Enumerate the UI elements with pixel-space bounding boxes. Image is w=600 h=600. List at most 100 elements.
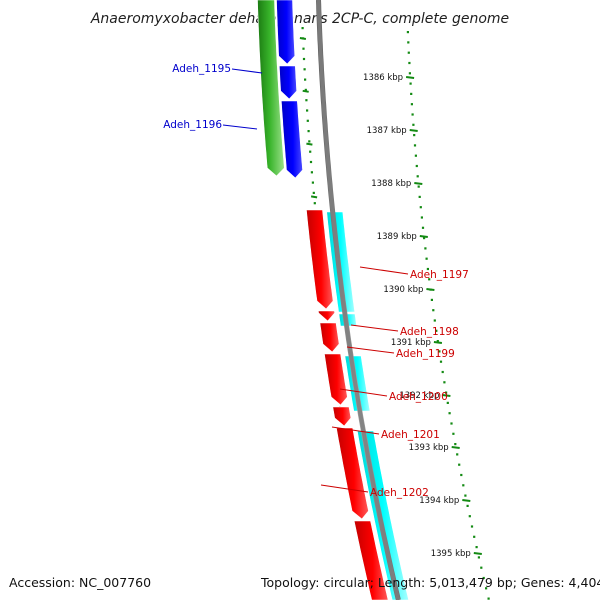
outer-dot	[309, 150, 312, 153]
gene-label[interactable]: Adeh_1202	[370, 487, 429, 499]
gene-label-leader	[346, 346, 395, 354]
gene-label[interactable]: Adeh_1195	[172, 63, 231, 75]
inner-dot	[435, 329, 438, 332]
scale-tick-mark	[405, 76, 415, 79]
inner-dot	[413, 144, 417, 147]
inner-dot	[485, 587, 488, 590]
gene-label[interactable]: Adeh_1197	[410, 269, 469, 281]
outer-dot	[305, 99, 308, 102]
inner-dot	[413, 134, 416, 137]
inner-dot	[424, 247, 427, 250]
scale-tick-mark	[462, 499, 471, 502]
inner-dot	[412, 123, 415, 126]
scale-tick-label: 1395 kbp	[431, 549, 471, 559]
gene-label[interactable]: Adeh_1196	[163, 119, 222, 131]
scale-tick-label: 1391 kbp	[391, 338, 431, 348]
scale-tick-mark	[419, 235, 428, 238]
genome-backbone-core	[316, 0, 401, 600]
outer-tick-mark	[310, 195, 318, 199]
inner-dot	[411, 113, 414, 116]
outer-dot	[303, 68, 306, 71]
forward-cds-block	[280, 100, 303, 179]
gene-label-leader	[231, 68, 263, 74]
scale-tick-mark	[451, 446, 460, 449]
reverse-cds-block	[332, 406, 352, 427]
gene-label[interactable]: Adeh_1199	[396, 348, 455, 360]
gene-label-leader	[339, 388, 388, 397]
inner-dot	[477, 556, 480, 559]
inner-dot	[441, 370, 444, 374]
gene-label[interactable]: Adeh_1200	[389, 391, 448, 403]
map-title: Anaeromyxobacter dehalogenans 2CP-C, com…	[90, 11, 509, 27]
inner-dot	[410, 92, 413, 95]
outer-tick-mark	[302, 89, 309, 93]
inner-dot	[436, 340, 439, 343]
inner-dot	[450, 422, 453, 425]
inner-dot	[408, 61, 411, 65]
gene-label-leader	[331, 426, 380, 435]
scale-tick-mark	[409, 129, 418, 132]
inner-dot	[482, 576, 485, 580]
reverse-cds-block	[324, 353, 348, 406]
reverse-cds-block	[353, 520, 389, 600]
reverse-cds-block	[306, 209, 334, 310]
gene-label-leader	[359, 266, 409, 275]
inner-dot	[445, 391, 448, 394]
outer-dot	[309, 160, 313, 164]
inner-dot	[487, 597, 490, 600]
inner-dot	[428, 278, 431, 281]
inner-dot	[407, 51, 410, 54]
outer-dot	[304, 78, 307, 81]
scale-tick-mark	[414, 182, 423, 185]
forward-cds-block	[278, 65, 298, 100]
inner-dot	[410, 103, 413, 106]
inner-dot	[462, 484, 465, 487]
inner-dot	[466, 504, 469, 507]
inner-dot	[418, 195, 421, 198]
outer-tick-mark	[299, 37, 307, 40]
inner-dot	[409, 82, 412, 85]
gene-label[interactable]: Adeh_1198	[400, 326, 459, 338]
outer-dot	[307, 130, 310, 133]
scale-tick-label: 1388 kbp	[371, 179, 411, 189]
inner-dot	[438, 350, 441, 353]
scale-tick-mark	[433, 341, 443, 344]
outer-dot	[306, 109, 309, 112]
inner-dot	[480, 566, 483, 569]
inner-dot	[408, 72, 411, 75]
inner-dot	[420, 216, 423, 219]
outer-dot	[301, 27, 304, 30]
inner-dot	[433, 319, 436, 322]
inner-dot	[443, 381, 446, 384]
scale-tick-label: 1392 kbp	[399, 391, 439, 401]
gene-label-leader	[350, 324, 399, 332]
inner-dot	[470, 525, 474, 528]
feature-rings	[257, 0, 410, 600]
inner-dot	[468, 515, 471, 518]
inner-dot	[464, 494, 467, 497]
inner-dot	[416, 175, 419, 178]
inner-dot	[439, 360, 443, 363]
outer-dot	[310, 171, 313, 174]
inner-dot	[430, 298, 433, 301]
inner-dot	[446, 401, 449, 404]
inner-dot	[419, 206, 422, 209]
gene-label[interactable]: Adeh_1201	[381, 429, 440, 441]
inner-dot	[432, 309, 435, 312]
inner-dot	[426, 267, 429, 271]
inner-dot	[454, 443, 457, 446]
outer-dot	[312, 191, 315, 194]
outer-dot	[311, 181, 314, 184]
inner-dot	[458, 463, 461, 466]
genome-summary-text: Topology: circular; Length: 5,013,479 bp…	[260, 575, 600, 590]
reverse-cds-block	[317, 310, 336, 322]
gene-label-leader	[222, 124, 258, 130]
outer-dot	[302, 57, 306, 61]
inner-dot	[415, 164, 418, 168]
scale-tick-label: 1394 kbp	[419, 496, 459, 506]
forward-cds-block	[276, 0, 296, 65]
outer-dot	[308, 140, 311, 143]
scale-tick-mark	[442, 394, 451, 397]
reverse-cds-block	[336, 427, 369, 520]
